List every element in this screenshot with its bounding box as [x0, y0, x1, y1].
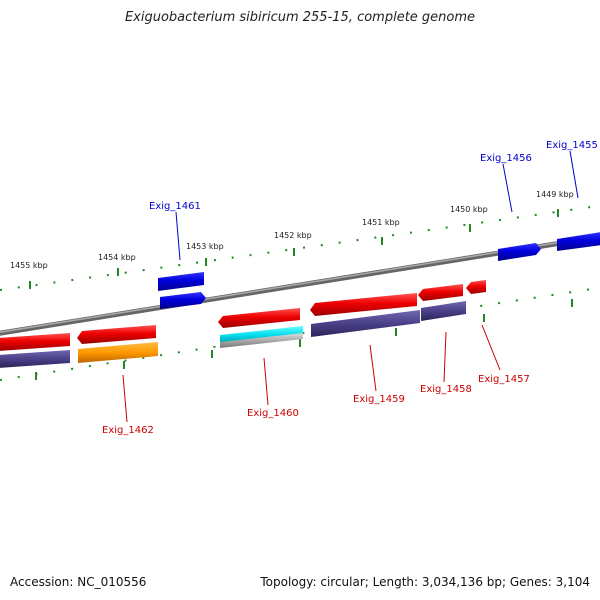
leader-exig-1462 [122, 374, 128, 423]
tick-label: 1454 kbp [98, 253, 136, 262]
leader-exig-1455 [569, 150, 579, 199]
tick-label: 1452 kbp [274, 231, 312, 240]
leader-exig-1459 [369, 344, 377, 392]
tick-label: 1451 kbp [362, 218, 400, 227]
inner-tick-rail [0, 286, 600, 381]
gene-label: Exig_1457 [478, 374, 530, 385]
gene-exig-1456[interactable] [498, 243, 541, 261]
genome-summary-text: Topology: circular; Length: 3,034,136 bp… [260, 575, 590, 589]
leader-exig-1458 [443, 331, 447, 383]
gene-purple-exig-1458[interactable] [421, 301, 466, 321]
inner-major-ticks [35, 299, 573, 380]
leader-exig-1456 [502, 163, 513, 213]
gene-red-far-left[interactable] [0, 333, 70, 351]
gene-red-1458[interactable] [418, 284, 463, 301]
leader-exig-1461 [175, 211, 181, 261]
gene-exig-1461-bottom[interactable] [160, 292, 206, 309]
gene-purple-far-left[interactable] [0, 350, 70, 368]
forward-leader-lines [175, 150, 579, 261]
gene-label: Exig_1458 [420, 384, 472, 395]
tick-label: 1450 kbp [450, 205, 488, 214]
gene-label: Exig_1456 [480, 153, 532, 164]
accession-text: Accession: NC_010556 [10, 575, 147, 589]
gene-orange-exig-1462[interactable] [78, 342, 158, 363]
gene-label: Exig_1455 [546, 140, 598, 151]
gene-label: Exig_1460 [247, 408, 299, 419]
gene-label: Exig_1462 [102, 425, 154, 436]
tick-label: 1449 kbp [536, 190, 574, 199]
gene-red-center[interactable] [218, 308, 300, 328]
leader-exig-1460 [263, 357, 269, 406]
gene-grey-exig-1460[interactable] [220, 333, 303, 348]
gene-purple-exig-1459[interactable] [311, 310, 420, 337]
gene-label: Exig_1461 [149, 201, 201, 212]
gene-exig-1455[interactable] [557, 232, 600, 251]
map-title: Exiguobacterium sibiricum 255-15, comple… [124, 10, 476, 25]
gene-red-left[interactable] [77, 325, 156, 344]
reverse-leader-lines [122, 324, 501, 423]
leader-exig-1457 [481, 324, 501, 371]
outer-tick-rail [0, 204, 600, 291]
gene-red-large[interactable] [310, 293, 417, 316]
gene-label: Exig_1459 [353, 394, 405, 405]
tick-label: 1455 kbp [10, 261, 48, 270]
outer-major-ticks [29, 209, 559, 289]
tick-label: 1453 kbp [186, 242, 224, 251]
gene-cyan-exig-1460[interactable] [220, 326, 303, 344]
gene-red-1457[interactable] [466, 280, 486, 294]
gene-exig-1461-top[interactable] [158, 272, 204, 291]
